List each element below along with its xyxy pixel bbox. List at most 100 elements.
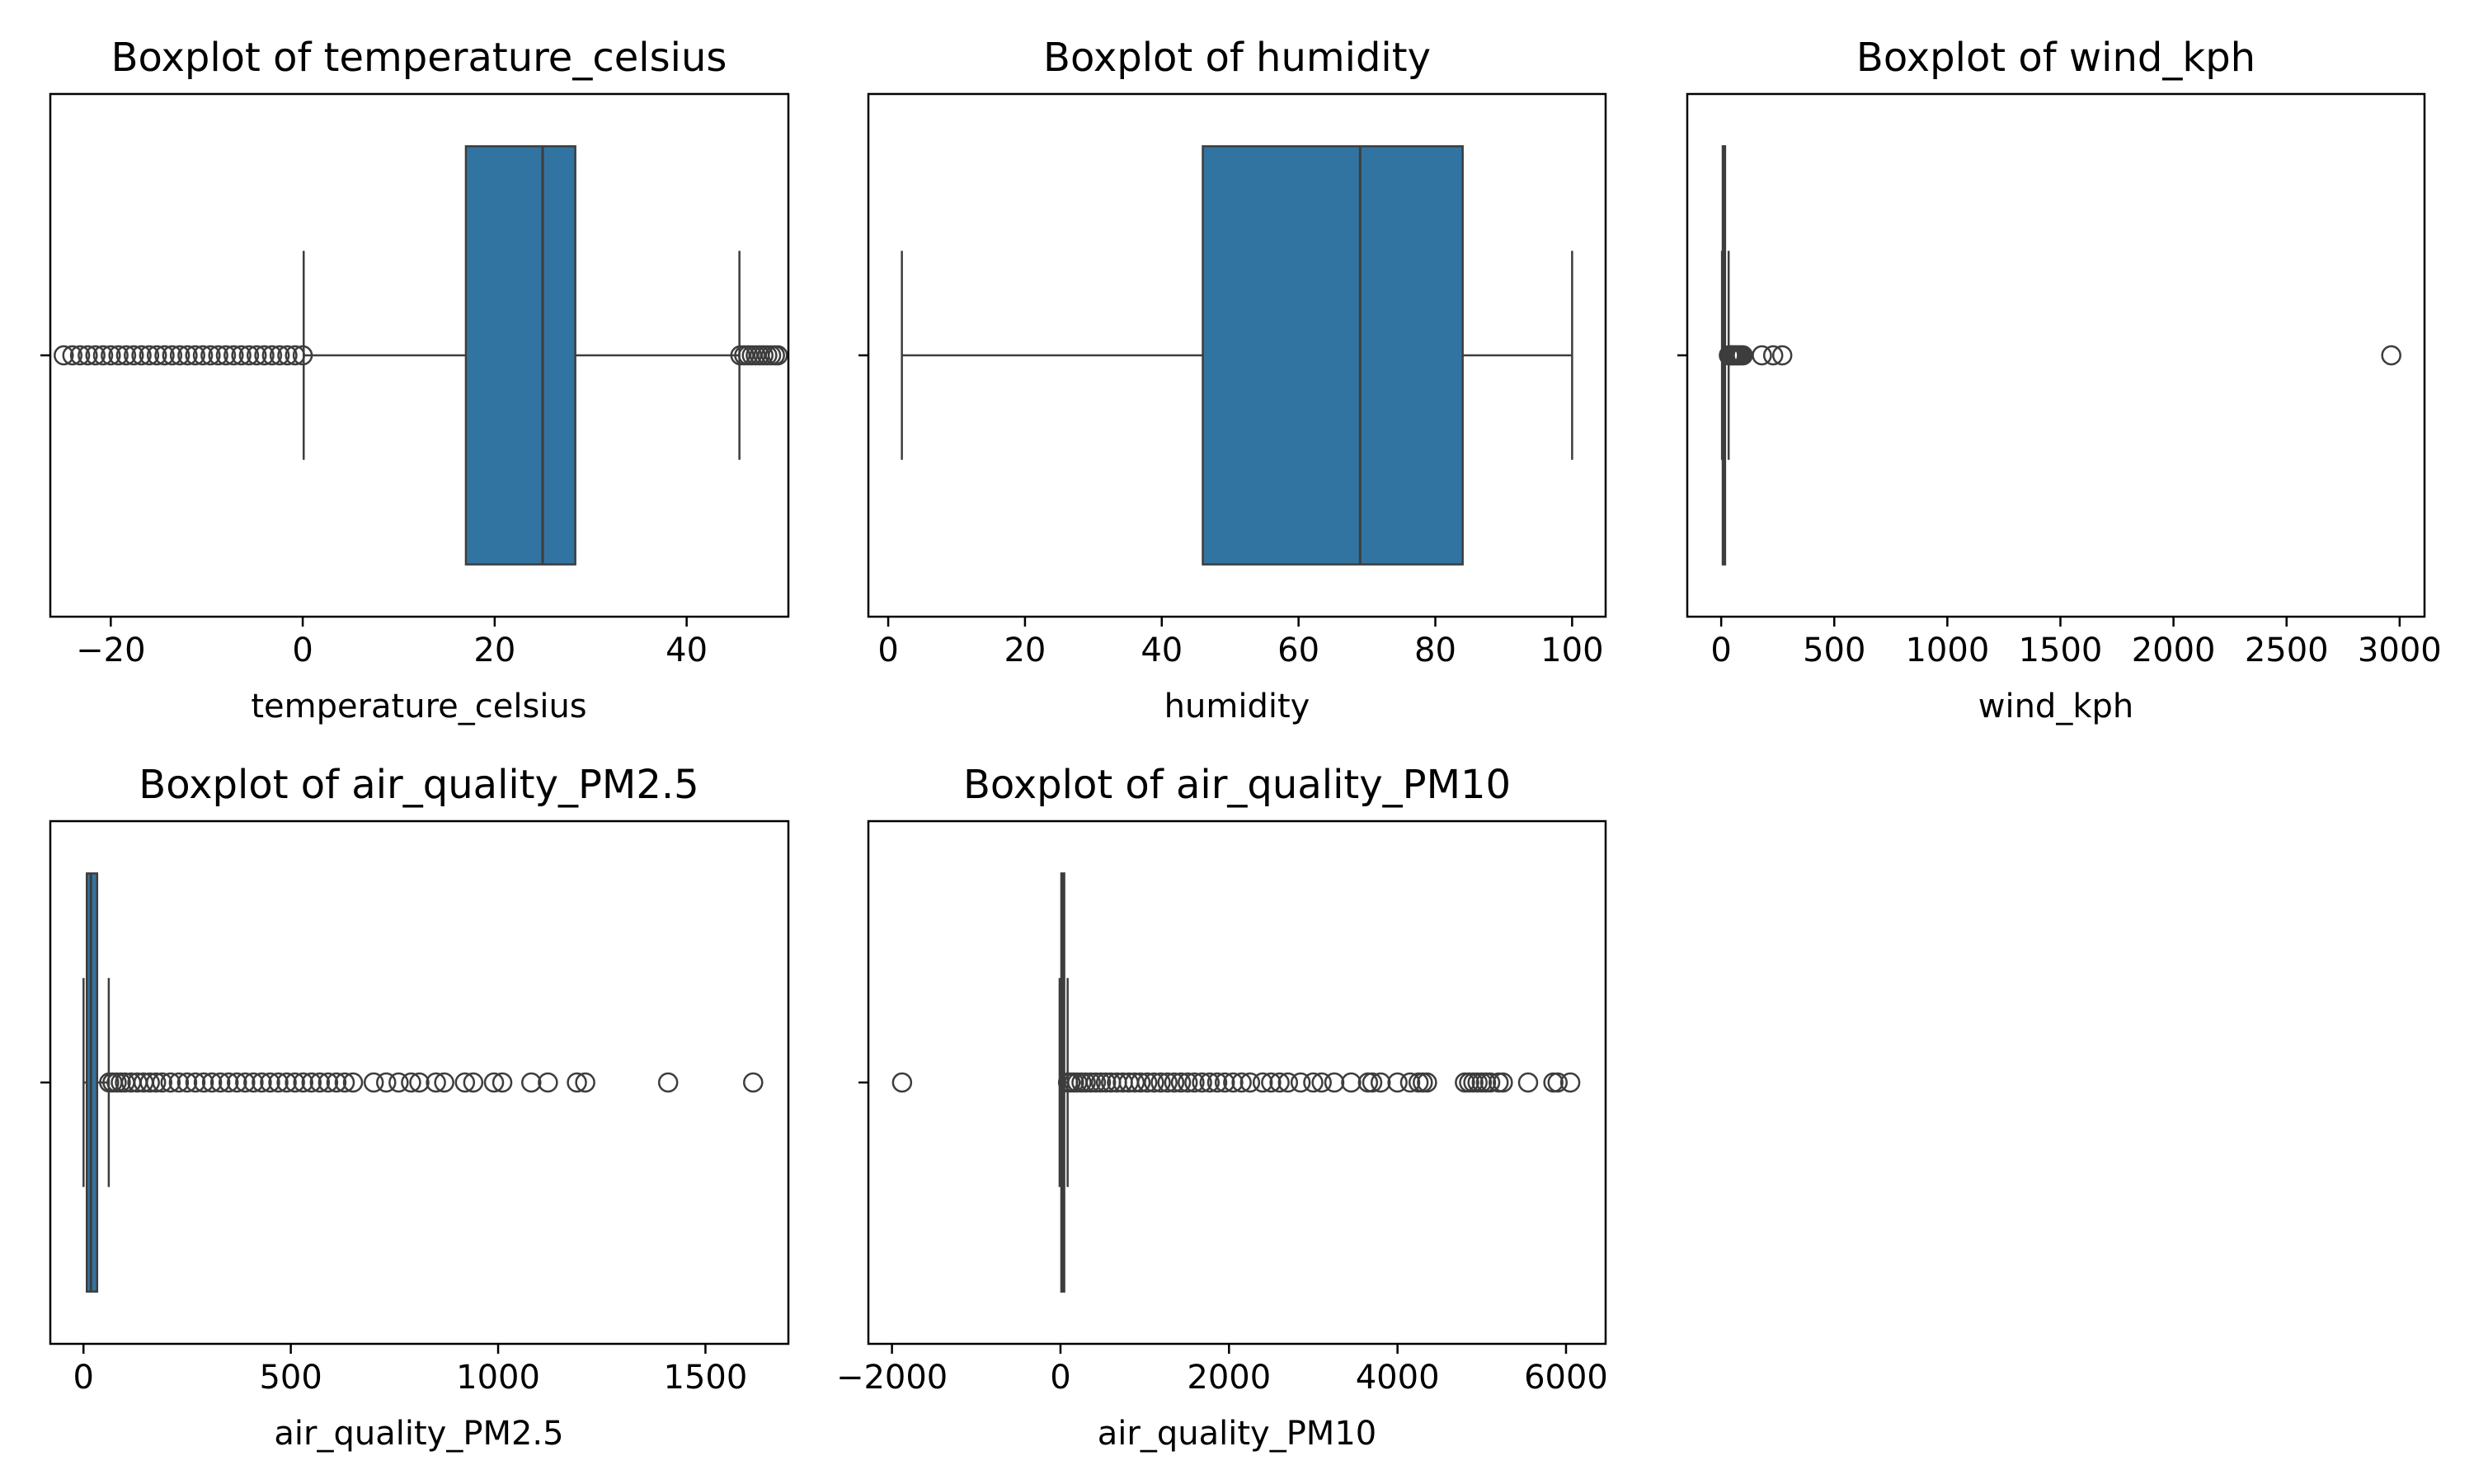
outlier-point	[342, 1072, 364, 1093]
outlier-point	[145, 1072, 167, 1093]
x-tick-label: 0	[292, 632, 313, 669]
x-tick-label: −2000	[836, 1359, 948, 1397]
x-tick-label: −20	[76, 632, 145, 669]
outlier-point	[201, 1072, 223, 1093]
outlier-point	[243, 1072, 264, 1093]
x-axis-label: air_quality_PM2.5	[274, 1415, 563, 1453]
iqr-box	[1202, 145, 1464, 566]
outlier-point	[1136, 1072, 1158, 1093]
outlier-point	[301, 1072, 322, 1093]
outlier-point	[277, 345, 298, 366]
outlier-point	[1547, 1072, 1569, 1093]
outlier-point	[268, 1072, 289, 1093]
panel-humidity: Boxplot of humidity humidity 0 20 40 60 80 10…	[858, 35, 1607, 726]
outlier-point	[168, 1072, 190, 1093]
outlier-point	[260, 1072, 280, 1093]
x-tick-label: 1000	[1905, 632, 1989, 669]
outlier-point	[227, 1072, 247, 1093]
outlier-point	[238, 345, 260, 366]
plot-area	[54, 145, 788, 566]
outlier-point	[1303, 1072, 1324, 1093]
outlier-point	[1150, 1072, 1171, 1093]
outlier-point	[223, 345, 244, 366]
outlier-point	[1231, 1072, 1252, 1093]
outlier-point	[1075, 1072, 1096, 1093]
outlier-point	[1324, 1072, 1345, 1093]
outlier-point	[62, 345, 83, 366]
panel-title: Boxplot of humidity	[1043, 35, 1431, 81]
x-tick-label: 500	[259, 1359, 322, 1397]
outlier-point	[139, 1072, 160, 1093]
outlier-point	[246, 345, 267, 366]
outlier-point	[767, 345, 788, 366]
outlier-point	[293, 1072, 313, 1093]
outlier-point	[1164, 1072, 1185, 1093]
outlier-point	[1199, 1072, 1221, 1093]
outlier-point	[1752, 345, 1772, 366]
outlier-point	[139, 345, 160, 366]
outlier-point	[409, 1072, 430, 1093]
x-tick-label: 60	[1277, 632, 1319, 669]
x-tick-label: 0	[1710, 632, 1731, 669]
outlier-point	[146, 345, 167, 366]
panel-air-quality-pm25: Boxplot of air_quality_PM2.5 air_quality…	[40, 762, 790, 1453]
outlier-point	[1223, 1072, 1244, 1093]
x-tick-label: 2000	[2132, 632, 2216, 669]
plot-area	[82, 872, 764, 1293]
outlier-point	[162, 345, 183, 366]
outlier-point	[276, 1072, 297, 1093]
outlier-point	[454, 1072, 476, 1093]
x-tick-label: 500	[1803, 632, 1865, 669]
outlier-point	[1184, 1072, 1205, 1093]
x-tick-label: 1500	[664, 1359, 748, 1397]
outlier-point	[208, 345, 228, 366]
x-tick-label: 0	[1050, 1359, 1070, 1397]
x-tick-label: 2500	[2245, 632, 2329, 669]
x-tick-label: 4000	[1356, 1359, 1440, 1397]
outlier-point	[2381, 345, 2401, 366]
outlier-point	[363, 1072, 384, 1093]
outlier-point	[426, 1072, 446, 1093]
outlier-point	[152, 1072, 173, 1093]
outlier-point	[261, 345, 283, 366]
outlier-point	[285, 345, 306, 366]
outlier-point	[434, 1072, 454, 1093]
outlier-point	[1252, 1072, 1273, 1093]
outlier-point	[1370, 1072, 1391, 1093]
outlier-point	[1085, 1072, 1107, 1093]
outlier-point	[252, 1072, 272, 1093]
x-tick-label: 6000	[1524, 1359, 1608, 1397]
x-tick-label: 2000	[1187, 1359, 1271, 1397]
outlier-point	[131, 345, 152, 366]
outlier-point	[154, 345, 175, 366]
outlier-point	[231, 345, 252, 366]
outlier-point	[521, 1072, 542, 1093]
x-axis-label: air_quality_PM10	[1098, 1415, 1376, 1453]
outlier-point	[1177, 1072, 1198, 1093]
outlier-point	[1130, 1072, 1151, 1093]
outlier-point	[1095, 1072, 1117, 1093]
outlier-point	[483, 1072, 505, 1093]
panel-air-quality-pm10: Boxplot of air_quality_PM10 air_quality_…	[836, 762, 1608, 1453]
outlier-point	[1124, 1072, 1145, 1093]
x-tick-label: 80	[1414, 632, 1456, 669]
outlier-point	[78, 345, 98, 366]
outlier-point	[1157, 1072, 1178, 1093]
outlier-point	[1311, 1072, 1332, 1093]
plot-area	[891, 872, 1581, 1293]
x-tick-label: 20	[1004, 632, 1046, 669]
outlier-point	[1417, 1072, 1437, 1093]
outlier-point	[160, 1072, 181, 1093]
outlier-point	[743, 1072, 764, 1093]
x-tick-label: 1500	[2019, 632, 2103, 669]
outlier-point	[1080, 1072, 1101, 1093]
outlier-point	[567, 1072, 587, 1093]
outlier-point	[193, 1072, 214, 1093]
outlier-point	[1192, 1072, 1212, 1093]
panel-title: Boxplot of air_quality_PM2.5	[139, 762, 698, 808]
outlier-point	[1170, 1072, 1192, 1093]
outlier-point	[218, 1072, 239, 1093]
outlier-point	[463, 1072, 484, 1093]
panel-title: Boxplot of air_quality_PM10	[963, 762, 1511, 808]
x-tick-label: 0	[877, 632, 898, 669]
